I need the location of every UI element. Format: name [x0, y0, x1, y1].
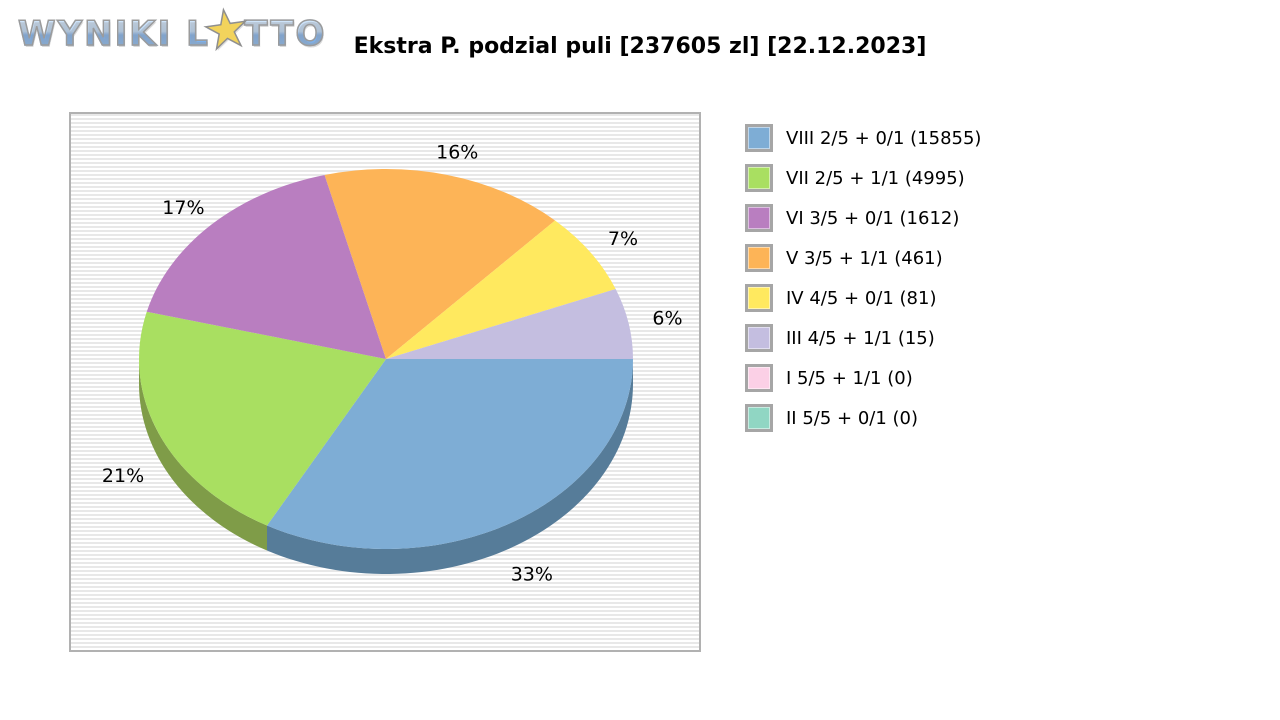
legend-label: V 3/5 + 1/1 (461) — [786, 247, 943, 269]
pie-slice-5 — [386, 220, 616, 359]
legend-swatch — [745, 364, 773, 392]
legend-label: VIII 2/5 + 0/1 (15855) — [786, 127, 982, 149]
pie-slice-side-2 — [139, 359, 268, 551]
legend-item-7: I 5/5 + 1/1 (0) — [745, 358, 981, 398]
legend-swatch — [745, 124, 773, 152]
pie-slice-2 — [139, 311, 386, 526]
chart-title: Ekstra P. podzial puli [237605 zl] [22.1… — [353, 34, 927, 59]
logo-text-before: WYNIKI L — [17, 8, 210, 60]
legend-label: IV 4/5 + 0/1 (81) — [786, 287, 937, 309]
logo-text-after: TTO — [244, 8, 326, 60]
legend-item-8: II 5/5 + 0/1 (0) — [745, 398, 981, 438]
legend-label: VII 2/5 + 1/1 (4995) — [786, 167, 965, 189]
legend-item-6: III 4/5 + 1/1 (15) — [745, 318, 981, 358]
legend-item-3: VI 3/5 + 0/1 (1612) — [745, 198, 981, 238]
pie-chart-area: 33% 21% 17% 16% 7% 6% — [69, 112, 701, 652]
legend-item-2: VII 2/5 + 1/1 (4995) — [745, 158, 981, 198]
legend-swatch — [745, 324, 773, 352]
legend-label: III 4/5 + 1/1 (15) — [786, 327, 935, 349]
pie-chart: 33% 21% 17% 16% 7% 6% — [102, 141, 683, 586]
legend-swatch — [745, 284, 773, 312]
percent-label-2: 21% — [102, 465, 144, 487]
percent-label-4: 16% — [436, 141, 478, 163]
legend-label: VI 3/5 + 0/1 (1612) — [786, 207, 960, 229]
legend-swatch — [745, 204, 773, 232]
wyniki-lotto-logo: WYNIKI L ★ TTO — [17, 0, 326, 64]
legend-item-1: VIII 2/5 + 0/1 (15855) — [745, 118, 981, 158]
legend-label: II 5/5 + 0/1 (0) — [786, 407, 919, 429]
legend: VIII 2/5 + 0/1 (15855) VII 2/5 + 1/1 (499… — [745, 118, 981, 438]
legend-label: I 5/5 + 1/1 (0) — [786, 367, 913, 389]
percent-label-6: 6% — [652, 308, 682, 330]
legend-swatch — [745, 404, 773, 432]
legend-swatch — [745, 164, 773, 192]
legend-item-4: V 3/5 + 1/1 (461) — [745, 238, 981, 278]
percent-label-3: 17% — [162, 197, 204, 219]
pie-slice-1 — [267, 359, 633, 549]
pie-slice-6 — [386, 289, 633, 359]
percent-label-1: 33% — [511, 564, 553, 586]
pie-slice-3 — [146, 174, 386, 359]
percent-label-5: 7% — [608, 228, 638, 250]
legend-item-5: IV 4/5 + 0/1 (81) — [745, 278, 981, 318]
pie-slice-4 — [324, 169, 556, 359]
legend-swatch — [745, 244, 773, 272]
pie-slice-side-1 — [267, 359, 633, 574]
